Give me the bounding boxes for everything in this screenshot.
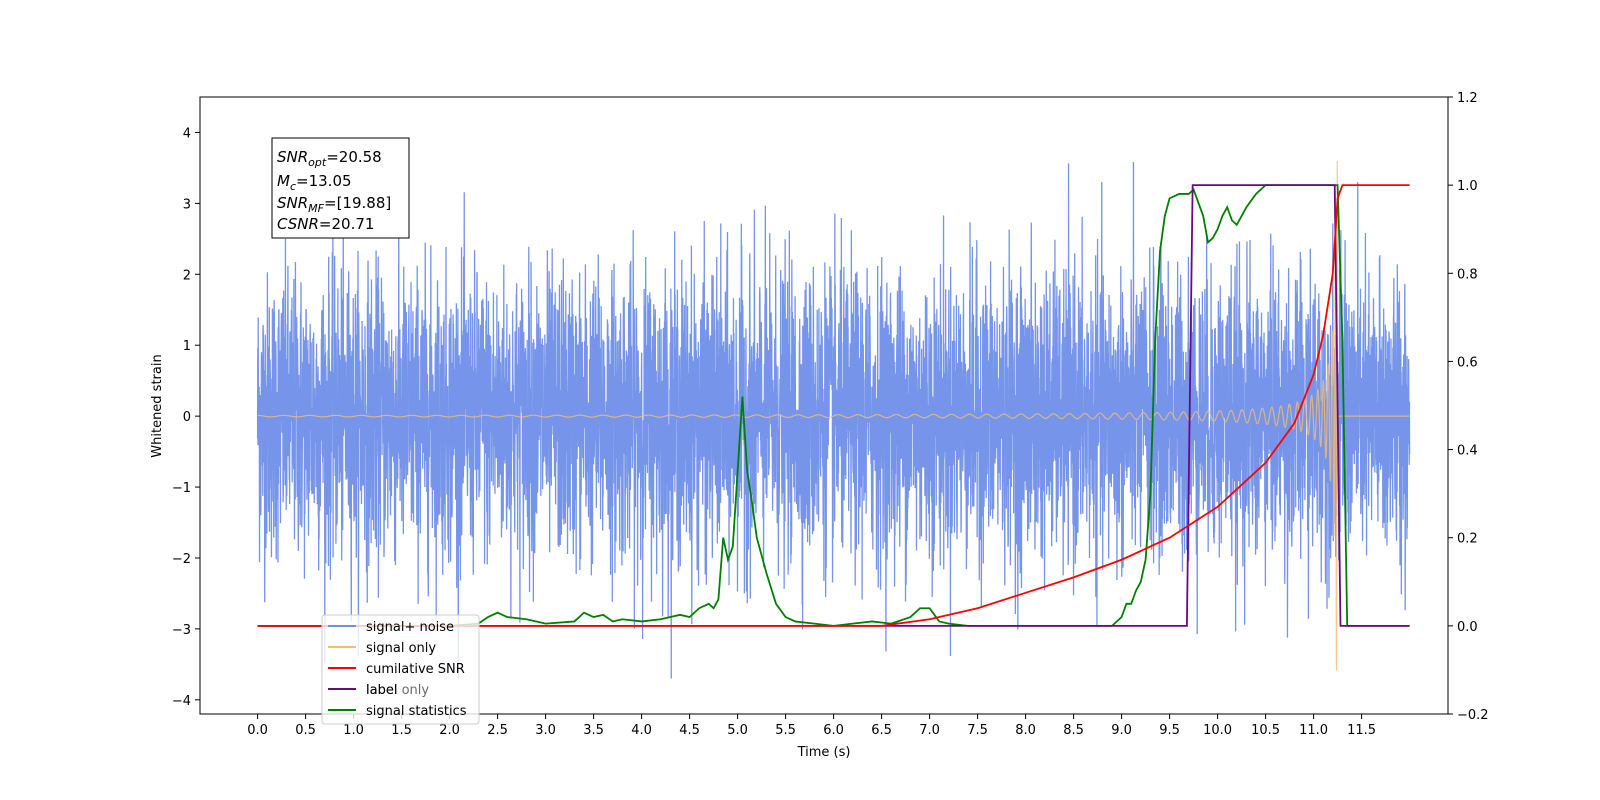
x-tick-label: 8.5 bbox=[1063, 723, 1084, 738]
x-tick-label: 0.0 bbox=[247, 723, 268, 738]
series-cumilative-snr-line bbox=[257, 184, 1410, 627]
series-label-line bbox=[257, 184, 1410, 627]
x-tick-label: 6.0 bbox=[823, 723, 844, 738]
annotation-mc: Mc=13.05 bbox=[277, 172, 352, 193]
annotation-snr-mf: SNRMF=[19.88] bbox=[277, 194, 391, 215]
y-left-tick-label: −4 bbox=[172, 694, 191, 709]
x-tick-label: 9.5 bbox=[1159, 723, 1180, 738]
x-tick-label: 7.0 bbox=[919, 723, 940, 738]
legend-label-label-only: label only bbox=[366, 683, 429, 698]
x-tick-label: 6.5 bbox=[871, 723, 892, 738]
y-right-tick-label: 0.8 bbox=[1457, 267, 1478, 282]
x-tick-label: 10.0 bbox=[1203, 723, 1232, 738]
y-axis-left: −4 −3 −2 −1 0 1 2 3 4 bbox=[172, 126, 200, 709]
y-right-tick-label: 0.0 bbox=[1457, 620, 1478, 635]
y-right-tick-label: 0.2 bbox=[1457, 532, 1478, 547]
legend: signal+ noise signal only cumilative SNR… bbox=[321, 614, 480, 725]
y-right-tick-label: −0.2 bbox=[1457, 708, 1489, 723]
x-tick-label: 7.5 bbox=[967, 723, 988, 738]
x-tick-label: 9.0 bbox=[1111, 723, 1132, 738]
x-tick-label: 4.0 bbox=[631, 723, 652, 738]
x-axis-label: Time (s) bbox=[797, 745, 851, 760]
y-left-tick-label: 3 bbox=[183, 197, 191, 212]
x-tick-label: 5.5 bbox=[775, 723, 796, 738]
x-tick-label: 11.0 bbox=[1299, 723, 1328, 738]
annotation-box: SNRopt=20.58 Mc=13.05 SNRMF=[19.88] CSNR… bbox=[271, 137, 410, 239]
x-tick-label: 5.0 bbox=[727, 723, 748, 738]
legend-label-label: label bbox=[366, 683, 397, 698]
series-layer bbox=[256, 161, 1411, 679]
x-tick-label: 1.0 bbox=[343, 723, 364, 738]
y-axis-right: −0.2 0.0 0.2 0.4 0.6 0.8 1.0 1.2 bbox=[1448, 91, 1489, 723]
annotation-csnr: CSNR=20.71 bbox=[277, 215, 374, 233]
x-tick-label: 1.5 bbox=[391, 723, 412, 738]
series-signal-only-line bbox=[257, 161, 1410, 671]
x-tick-label: 3.5 bbox=[583, 723, 604, 738]
y-right-tick-label: 1.0 bbox=[1457, 179, 1478, 194]
series-signal-statistics-line bbox=[257, 184, 1410, 627]
x-tick-label: 0.5 bbox=[295, 723, 316, 738]
legend-label-signal-statistics: signal statistics bbox=[366, 704, 467, 719]
y-right-tick-label: 1.2 bbox=[1457, 91, 1478, 106]
y-right-tick-label: 0.6 bbox=[1457, 355, 1478, 370]
x-tick-label: 10.5 bbox=[1251, 723, 1280, 738]
legend-label-signal-noise: signal+ noise bbox=[366, 620, 454, 635]
x-tick-label: 2.0 bbox=[439, 723, 460, 738]
y-axis-label: Whitened strain bbox=[150, 354, 165, 457]
annotation-snr-opt: SNRopt=20.58 bbox=[277, 148, 382, 169]
legend-label-cumilative-snr: cumilative SNR bbox=[366, 662, 465, 677]
y-left-tick-label: −1 bbox=[172, 481, 191, 496]
x-tick-label: 3.0 bbox=[535, 723, 556, 738]
x-axis: 0.0 0.5 1.0 1.5 2.0 2.5 3.0 3.5 4.0 4.5 5.0 5.5 6.0 6… bbox=[247, 714, 1376, 738]
series-signal-noise-line bbox=[256, 161, 1411, 679]
x-tick-label: 8.0 bbox=[1015, 723, 1036, 738]
y-left-tick-label: 4 bbox=[183, 126, 191, 141]
y-left-tick-label: 2 bbox=[183, 268, 191, 283]
y-left-tick-label: −2 bbox=[172, 552, 191, 567]
plot-frame bbox=[199, 96, 1449, 715]
x-tick-label: 2.5 bbox=[487, 723, 508, 738]
legend-label-signal-only: signal only bbox=[366, 641, 436, 656]
y-left-tick-label: 1 bbox=[183, 339, 191, 354]
x-tick-label: 11.5 bbox=[1347, 723, 1376, 738]
y-left-tick-label: −3 bbox=[172, 623, 191, 638]
x-tick-label: 4.5 bbox=[679, 723, 700, 738]
y-right-tick-label: 0.4 bbox=[1457, 444, 1478, 459]
y-left-tick-label: 0 bbox=[183, 410, 191, 425]
